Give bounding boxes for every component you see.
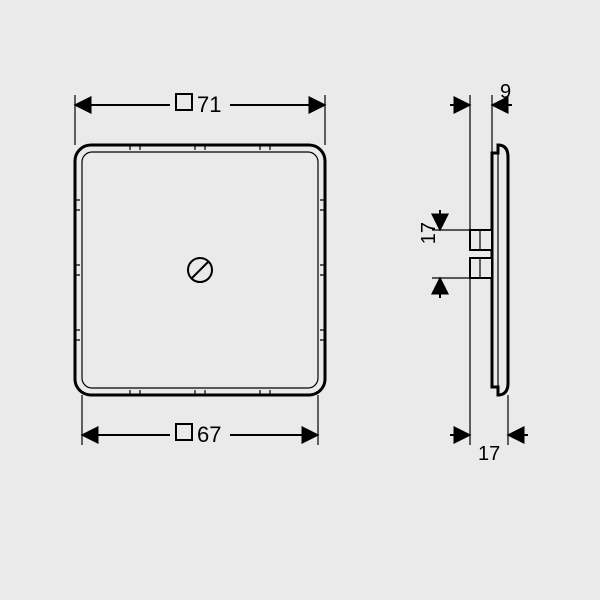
side-rear-clip: [470, 230, 492, 278]
front-view: 71 67: [75, 92, 325, 447]
dim-side-mid: 17: [418, 210, 470, 298]
side-view: 9 17 17: [418, 81, 528, 465]
dim-side-top-value: 9: [500, 81, 511, 103]
tech-drawing: 71 67: [0, 0, 600, 600]
dim-bottom: 67: [82, 395, 318, 447]
square-symbol-icon: [176, 94, 192, 110]
dim-side-mid-value: 17: [418, 222, 440, 244]
dim-top-value: 71: [197, 92, 221, 117]
dim-side-bottom-value: 17: [478, 443, 500, 465]
dim-bottom-value: 67: [197, 422, 221, 447]
square-symbol-icon: [176, 424, 192, 440]
side-faceplate: [492, 145, 508, 395]
dim-top: 71: [75, 92, 325, 145]
dim-side-bottom: 17: [450, 278, 528, 465]
